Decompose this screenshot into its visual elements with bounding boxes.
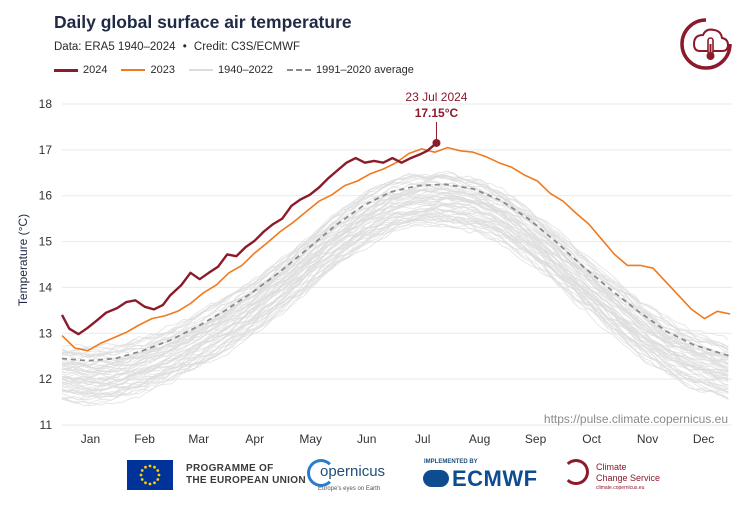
eu-star	[140, 478, 144, 481]
x-tick-label: Aug	[469, 432, 490, 446]
x-tick-label: May	[299, 432, 322, 446]
eu-stars-icon	[139, 464, 161, 486]
historical-year-line	[61, 181, 729, 369]
legend-item-2024: 2024	[54, 64, 107, 76]
annotation-value: 17.15°C	[415, 106, 459, 120]
legend-swatch-2024	[54, 68, 78, 72]
ecmwf-name: ECMWF	[452, 466, 538, 491]
source-url: https://pulse.climate.copernicus.eu	[544, 412, 728, 426]
c3s-line-2: Change Service	[596, 473, 661, 483]
x-tick-label: Mar	[188, 432, 209, 446]
series-line-1991-2020-average	[61, 183, 731, 362]
copernicus-tagline: Europe's eyes on Earth	[318, 486, 381, 492]
historical-year-line	[61, 173, 729, 358]
historical-year-line	[61, 208, 729, 394]
x-tick-label: Jan	[81, 432, 100, 446]
subtitle-credit: Credit: C3S/ECMWF	[193, 41, 300, 53]
eu-star	[139, 473, 143, 477]
y-tick-label: 14	[39, 280, 53, 294]
historical-year-line	[61, 171, 729, 360]
y-tick-label: 17	[39, 143, 53, 157]
c3s-line-1: Climate	[596, 462, 627, 472]
c3s-text: Climate Change Service	[596, 462, 660, 484]
chart-subtitle: Data: ERA5 1940–2024 • Credit: C3S/ECMWF	[54, 41, 300, 53]
subtitle-separator: •	[182, 41, 187, 53]
x-tick-label: Jun	[357, 432, 376, 446]
c3s-footer-logo-icon	[563, 459, 589, 485]
copernicus-logo-icon	[307, 459, 335, 487]
eu-line-1: PROGRAMME OF	[186, 463, 274, 474]
axis-labels: 11 12 13 14 15 16 17 18 Jan Feb Mar Apr May Jun Jul Aug…	[39, 97, 715, 446]
record-point	[432, 138, 441, 147]
chart-title: Daily global surface air temperature	[54, 12, 352, 32]
y-tick-label: 12	[39, 372, 53, 386]
legend-swatch-2023	[121, 69, 146, 71]
eu-flag-icon	[127, 460, 173, 490]
legend-item-2023: 2023	[121, 64, 175, 76]
x-tick-label: Jul	[415, 432, 430, 446]
annotation-date: 23 Jul 2024	[405, 90, 467, 104]
eu-star	[148, 482, 152, 486]
ecmwf-implemented-by: IMPLEMENTED BY	[424, 459, 478, 465]
historical-year-line	[61, 207, 729, 386]
y-tick-label: 11	[40, 418, 53, 432]
eu-star	[153, 465, 156, 469]
legend-label-historical: 1940–2022	[217, 64, 274, 76]
legend-label-2024: 2024	[83, 64, 108, 76]
historical-year-line	[61, 196, 729, 380]
series-line-2023	[61, 146, 731, 352]
c3s-url: climate.copernicus.eu	[596, 485, 645, 491]
record-annotation: 23 Jul 2024 17.15°C	[405, 90, 468, 147]
historical-year-line	[61, 202, 729, 380]
y-tick-label: 13	[39, 326, 53, 340]
c3s-thermometer-logo-icon	[680, 18, 732, 70]
copernicus-name: opernicus	[320, 463, 386, 480]
y-tick-label: 15	[39, 235, 53, 249]
temperature-chart: 11 12 13 14 15 16 17 18 Jan Feb Mar Apr May Jun Jul Aug…	[16, 90, 732, 446]
eu-star	[157, 473, 161, 477]
series-line-2024	[60, 142, 438, 336]
historical-year-line	[61, 197, 729, 380]
x-tick-label: Apr	[245, 432, 264, 446]
legend-item-average: 1991–2020 average	[287, 64, 414, 76]
legend-label-average: 1991–2020 average	[316, 64, 414, 76]
eu-line-2: THE EUROPEAN UNION	[186, 475, 306, 486]
y-tick-label: 18	[39, 97, 53, 111]
series-lines	[60, 142, 731, 362]
historical-year-line	[61, 224, 729, 401]
eu-star	[144, 481, 147, 485]
eu-star	[156, 478, 160, 481]
ecmwf-logo-icon	[423, 470, 449, 487]
legend-label-2023: 2023	[150, 64, 175, 76]
x-tick-label: Feb	[134, 432, 155, 446]
x-tick-label: Oct	[582, 432, 601, 446]
x-tick-label: Dec	[693, 432, 714, 446]
eu-star	[148, 464, 152, 468]
historical-year-line	[61, 197, 729, 380]
legend-swatch-average	[287, 69, 312, 71]
subtitle-data: Data: ERA5 1940–2024	[54, 41, 176, 53]
eu-programme-text: PROGRAMME OF THE EUROPEAN UNION	[186, 463, 306, 487]
eu-star	[140, 469, 144, 472]
y-axis-title: Temperature (°C)	[16, 214, 30, 306]
eu-star	[153, 481, 156, 485]
historical-year-line	[61, 170, 729, 353]
y-tick-label: 16	[39, 189, 53, 203]
historical-year-line	[61, 187, 729, 370]
chart-legend: 2024 2023 1940–2022 1991–2020 average	[54, 64, 428, 76]
historical-year-line	[61, 185, 729, 368]
historical-year-line	[61, 217, 729, 406]
eu-star	[144, 465, 147, 469]
x-tick-label: Sep	[525, 432, 547, 446]
legend-swatch-historical	[188, 69, 213, 71]
historical-year-line	[61, 207, 729, 386]
historical-lines-1940-2022	[61, 170, 729, 407]
x-tick-label: Nov	[637, 432, 658, 446]
legend-item-historical: 1940–2022	[188, 64, 274, 76]
eu-star	[156, 469, 160, 472]
historical-year-line	[61, 182, 729, 365]
